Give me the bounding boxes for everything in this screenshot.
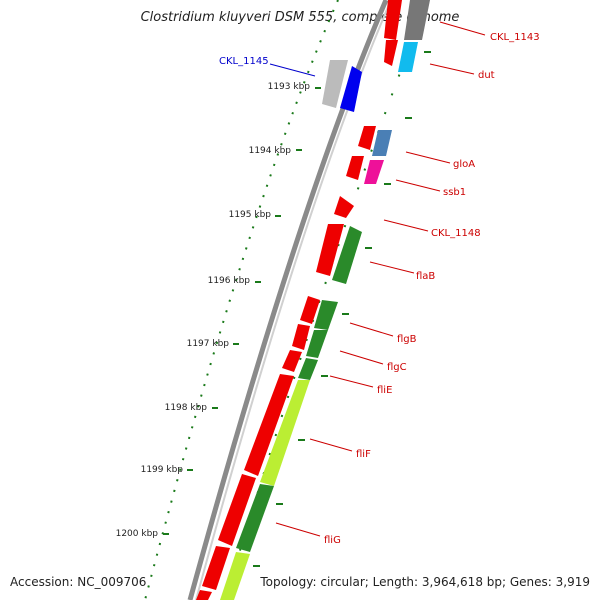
gene-flgC-green xyxy=(306,330,328,358)
gene-dut-cyan xyxy=(398,42,418,72)
label-flgB: flgB xyxy=(397,334,417,345)
kbp-label-1194: 1194 kbp xyxy=(249,146,292,156)
label-ckl1143: CKL_1143 xyxy=(490,32,540,43)
gene-ckl1143-red xyxy=(384,0,402,40)
kbp-scale: 1193 kbp 1194 kbp 1195 kbp 1196 kbp 1197… xyxy=(116,82,321,539)
gene-gloA-red xyxy=(358,126,376,150)
gene-gloA-steel xyxy=(372,130,392,156)
label-dut: dut xyxy=(478,70,495,81)
label-flaB: flaB xyxy=(416,271,435,282)
gene-ckl1148-red xyxy=(334,196,354,218)
gene-fliG-green xyxy=(236,484,274,552)
kbp-label-1193: 1193 kbp xyxy=(268,82,311,92)
gene-bottom-lime xyxy=(220,552,250,600)
leader-ckl1145 xyxy=(269,63,316,77)
gene-flgB-green xyxy=(314,300,338,330)
inner-ticks xyxy=(253,51,431,567)
label-gloA: gloA xyxy=(453,159,475,170)
label-flgC: flgC xyxy=(387,362,407,373)
leader-fliE xyxy=(329,375,374,388)
label-fliG: fliG xyxy=(324,535,341,546)
gene-flaB-red xyxy=(316,224,344,276)
gene-red-upper xyxy=(384,40,398,66)
gene-ssb1-magenta xyxy=(364,160,384,184)
leader-flaB xyxy=(369,261,415,274)
leader-flgC xyxy=(339,350,384,365)
gene-bottom-red1 xyxy=(202,546,230,590)
gene-flgB-red xyxy=(300,296,320,324)
kbp-label-1200: 1200 kbp xyxy=(116,529,159,539)
gene-flaB-green xyxy=(332,226,362,284)
leader-ckl1148 xyxy=(383,219,429,232)
kbp-label-1196: 1196 kbp xyxy=(208,276,251,286)
leader-dut xyxy=(429,63,475,75)
gene-ckl1143-grey xyxy=(404,0,430,40)
gene-fliE-green xyxy=(298,358,318,380)
gene-flgC-red xyxy=(292,324,310,350)
gene-fliE-red xyxy=(282,350,302,372)
gene-label-group: CKL_1143 CKL_1145 dut gloA ssb1 CKL_1148… xyxy=(219,21,540,546)
kbp-label-1198: 1198 kbp xyxy=(165,403,208,413)
leader-ckl1143 xyxy=(439,21,486,36)
leader-fliG xyxy=(275,522,321,537)
label-fliF: fliF xyxy=(356,449,371,460)
backbone-highlight xyxy=(195,0,392,600)
gene-fliF-lime xyxy=(260,380,310,486)
gene-ckl1145-grey xyxy=(322,60,348,108)
gene-fliG-red xyxy=(218,474,256,546)
label-ssb1: ssb1 xyxy=(443,187,466,198)
gene-features xyxy=(196,0,430,600)
leader-flgB xyxy=(349,322,394,337)
backbone-arc xyxy=(187,0,389,600)
accession-text: Accession: NC_009706 xyxy=(10,575,147,589)
gene-ssb1-red xyxy=(346,156,364,180)
scale-dotted-ring xyxy=(144,0,339,600)
label-fliE: fliE xyxy=(377,385,392,396)
summary-text: Topology: circular; Length: 3,964,618 bp… xyxy=(260,575,590,589)
leader-fliF xyxy=(309,438,353,452)
leader-ssb1 xyxy=(395,179,441,192)
kbp-label-1197: 1197 kbp xyxy=(187,339,230,349)
gene-ckl1145-blue xyxy=(340,66,362,112)
label-ckl1145: CKL_1145 xyxy=(219,56,269,67)
gene-fliF-red xyxy=(244,374,294,476)
kbp-label-1195: 1195 kbp xyxy=(229,210,272,220)
label-ckl1148: CKL_1148 xyxy=(431,228,481,239)
kbp-label-1199: 1199 kbp xyxy=(141,465,184,475)
leader-gloA xyxy=(405,151,451,164)
gene-bottom-red2 xyxy=(196,590,212,600)
